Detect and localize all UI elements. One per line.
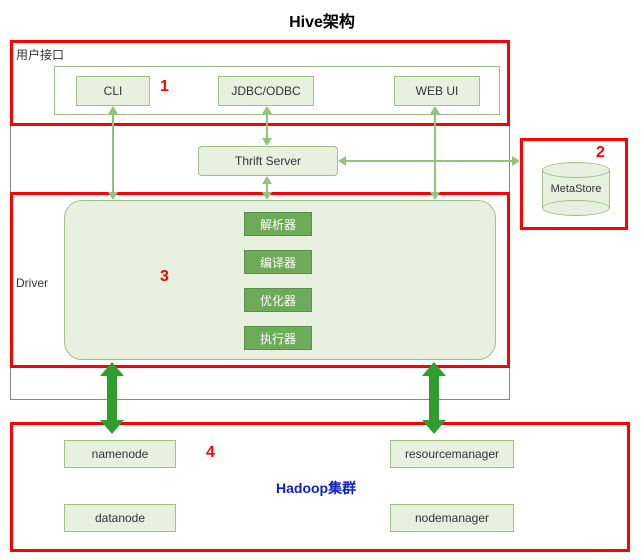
metastore-label: MetaStore — [542, 183, 610, 195]
region-4-num: 4 — [206, 444, 215, 462]
driver-label: Driver — [16, 276, 48, 290]
step-parser: 解析器 — [244, 212, 312, 236]
diagram-title: Hive架构 — [0, 8, 644, 32]
arrow-webui-driver — [430, 106, 440, 200]
arrow-cli-driver — [108, 106, 118, 200]
arrow-driver-namenode — [100, 362, 124, 434]
metastore-cylinder: MetaStore — [542, 162, 610, 216]
step-executor: 执行器 — [244, 326, 312, 350]
step-compiler: 编译器 — [244, 250, 312, 274]
resourcemanager-box: resourcemanager — [390, 440, 514, 468]
cli-box: CLI — [76, 76, 150, 106]
jdbc-odbc-box: JDBC/ODBC — [218, 76, 314, 106]
region-2-num: 2 — [596, 144, 605, 162]
arrow-thrift-metastore — [338, 156, 520, 166]
arrow-driver-rm — [422, 362, 446, 434]
hadoop-cluster-label: Hadoop集群 — [276, 478, 356, 498]
region-1-num: 1 — [160, 78, 169, 96]
arrow-thrift-driver — [262, 176, 272, 200]
thrift-server-box: Thrift Server — [198, 146, 338, 176]
web-ui-box: WEB UI — [394, 76, 480, 106]
region-3-num: 3 — [160, 268, 169, 286]
nodemanager-box: nodemanager — [390, 504, 514, 532]
arrow-jdbc-thrift — [262, 106, 272, 146]
datanode-box: datanode — [64, 504, 176, 532]
step-optimizer: 优化器 — [244, 288, 312, 312]
region-1-label: 用户接口 — [16, 46, 64, 63]
namenode-box: namenode — [64, 440, 176, 468]
